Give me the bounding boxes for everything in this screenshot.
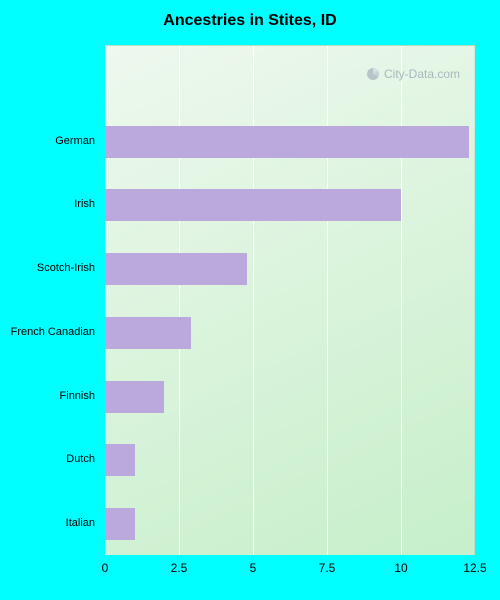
bar [105, 508, 135, 540]
x-tick-label: 5 [250, 561, 257, 575]
x-tick-label: 7.5 [319, 561, 336, 575]
x-tick-label: 2.5 [171, 561, 188, 575]
y-tick-label: German [0, 135, 95, 147]
gridline-vertical [253, 46, 254, 555]
y-tick-label: Italian [0, 517, 95, 529]
bar [105, 381, 164, 413]
bar [105, 444, 135, 476]
watermark: City-Data.com [366, 67, 460, 81]
plot-area [105, 45, 475, 555]
x-tick-label: 10 [394, 561, 407, 575]
y-tick-label: Irish [0, 198, 95, 210]
y-tick-label: French Canadian [0, 326, 95, 338]
y-tick-label: Dutch [0, 453, 95, 465]
bar [105, 317, 191, 349]
bar [105, 126, 469, 158]
x-tick-label: 0 [102, 561, 109, 575]
chart-container: Ancestries in Stites, ID 0 2.5 5 7.5 10 12.5 G… [0, 0, 500, 600]
y-tick-label: Scotch-Irish [0, 262, 95, 274]
gridline-vertical [401, 46, 402, 555]
pie-icon [366, 67, 380, 81]
gridline-vertical [327, 46, 328, 555]
y-tick-label: Finnish [0, 390, 95, 402]
gridline-vertical [179, 46, 180, 555]
x-tick-label: 12.5 [463, 561, 486, 575]
watermark-text: City-Data.com [384, 67, 460, 81]
bar [105, 189, 401, 221]
page-root: Ancestries in Stites, ID 0 2.5 5 7.5 10 12.5 G… [0, 0, 500, 600]
bar [105, 253, 247, 285]
chart-title: Ancestries in Stites, ID [0, 12, 500, 30]
